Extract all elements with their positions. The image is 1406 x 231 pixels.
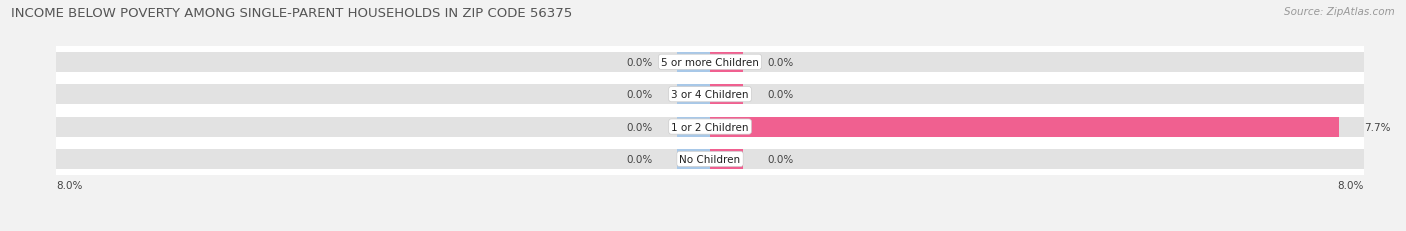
Text: 0.0%: 0.0%: [627, 90, 652, 100]
Bar: [710, 85, 742, 105]
Text: 0.0%: 0.0%: [768, 90, 793, 100]
Text: 8.0%: 8.0%: [1337, 180, 1364, 190]
Bar: [56, 52, 1364, 73]
Text: 5 or more Children: 5 or more Children: [661, 58, 759, 67]
Bar: [710, 117, 1340, 137]
Text: 1 or 2 Children: 1 or 2 Children: [671, 122, 749, 132]
Text: 7.7%: 7.7%: [1364, 122, 1391, 132]
Bar: [678, 149, 710, 169]
Bar: [56, 85, 1364, 105]
Text: 0.0%: 0.0%: [768, 58, 793, 67]
Bar: [56, 143, 1364, 175]
Text: 8.0%: 8.0%: [56, 180, 83, 190]
Bar: [678, 52, 710, 73]
Bar: [678, 117, 710, 137]
Bar: [56, 117, 1364, 137]
Bar: [56, 79, 1364, 111]
Text: 0.0%: 0.0%: [768, 154, 793, 164]
Bar: [56, 149, 1364, 169]
Legend: Single Father, Single Mother: Single Father, Single Mother: [617, 229, 803, 231]
Text: 0.0%: 0.0%: [627, 122, 652, 132]
Bar: [710, 52, 742, 73]
Bar: [710, 149, 742, 169]
Text: No Children: No Children: [679, 154, 741, 164]
Text: 3 or 4 Children: 3 or 4 Children: [671, 90, 749, 100]
Text: INCOME BELOW POVERTY AMONG SINGLE-PARENT HOUSEHOLDS IN ZIP CODE 56375: INCOME BELOW POVERTY AMONG SINGLE-PARENT…: [11, 7, 572, 20]
Bar: [678, 85, 710, 105]
Text: 0.0%: 0.0%: [627, 154, 652, 164]
Text: 0.0%: 0.0%: [627, 58, 652, 67]
Bar: [56, 46, 1364, 79]
Text: Source: ZipAtlas.com: Source: ZipAtlas.com: [1284, 7, 1395, 17]
Bar: [56, 111, 1364, 143]
